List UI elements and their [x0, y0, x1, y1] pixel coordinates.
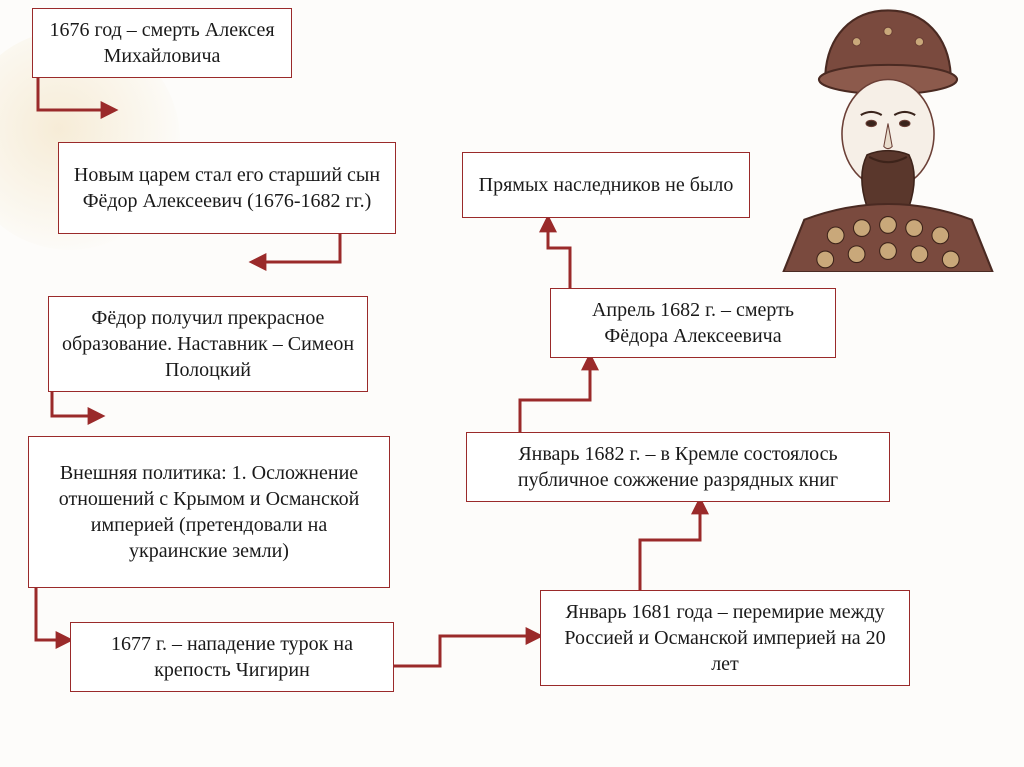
node-text: Апрель 1682 г. – смерть Фёдора Алексееви… [563, 297, 823, 349]
node-text: Фёдор получил прекрасное образование. На… [61, 305, 355, 383]
flow-node-foreign-policy: Внешняя политика: 1. Осложнение отношени… [28, 436, 390, 588]
flow-node-1682-book-burning: Январь 1682 г. – в Кремле состоялось пуб… [466, 432, 890, 502]
node-text: Новым царем стал его старший сын Фёдор А… [71, 162, 383, 214]
flow-node-1681-truce: Январь 1681 года – перемирие между Росси… [540, 590, 910, 686]
node-text: Внешняя политика: 1. Осложнение отношени… [41, 460, 377, 564]
tsar-portrait-icon [752, 0, 1024, 272]
node-text: Январь 1681 года – перемирие между Росси… [553, 599, 897, 677]
flow-node-1676-death-alexey: 1676 год – смерть Алексея Михайловича [32, 8, 292, 78]
flow-node-fyodor-becomes-tsar: Новым царем стал его старший сын Фёдор А… [58, 142, 396, 234]
node-text: 1677 г. – нападение турок на крепость Чи… [83, 631, 381, 683]
node-text: Прямых наследников не было [479, 172, 734, 198]
flow-node-education: Фёдор получил прекрасное образование. На… [48, 296, 368, 392]
flow-node-1677-attack: 1677 г. – нападение турок на крепость Чи… [70, 622, 394, 692]
node-text: 1676 год – смерть Алексея Михайловича [45, 17, 279, 69]
flow-node-no-heirs: Прямых наследников не было [462, 152, 750, 218]
node-text: Январь 1682 г. – в Кремле состоялось пуб… [479, 441, 877, 493]
flow-node-1682-death-fyodor: Апрель 1682 г. – смерть Фёдора Алексееви… [550, 288, 836, 358]
